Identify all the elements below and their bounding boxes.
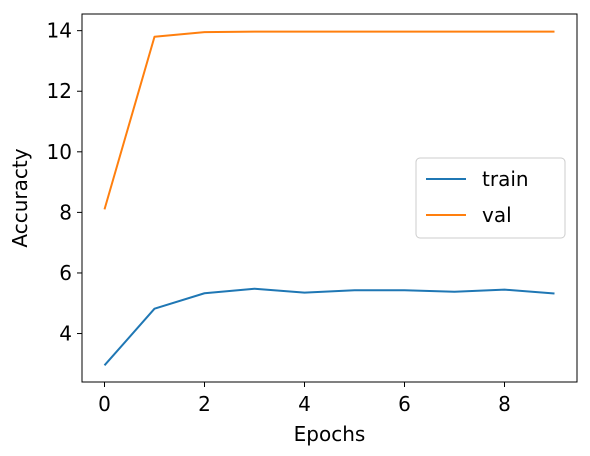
series-line-val [103, 30, 555, 210]
x-axis-ticks: 0 2 4 6 8 [98, 382, 511, 416]
plot-frame [81, 13, 578, 383]
x-tick-label: 6 [398, 392, 411, 416]
x-axis-title: Epochs [294, 422, 366, 446]
x-tick-label: 8 [498, 392, 511, 416]
y-tick-label: 8 [59, 200, 72, 224]
x-tick-label: 4 [298, 392, 311, 416]
series-layer [103, 30, 555, 367]
y-tick-label: 6 [59, 261, 72, 285]
y-tick-label: 4 [59, 322, 72, 346]
x-tick-label: 0 [98, 392, 111, 416]
legend: train val [415, 157, 566, 239]
series-line-train [103, 287, 555, 367]
y-tick-label: 12 [47, 79, 72, 103]
y-axis-title: Accuracty [8, 148, 32, 247]
legend-label-val: val [482, 203, 512, 227]
y-tick-label: 14 [47, 19, 72, 43]
legend-label-train: train [482, 167, 529, 191]
y-axis-ticks: 4 6 8 10 12 14 [47, 19, 82, 346]
y-tick-label: 10 [47, 140, 72, 164]
x-tick-label: 2 [198, 392, 211, 416]
